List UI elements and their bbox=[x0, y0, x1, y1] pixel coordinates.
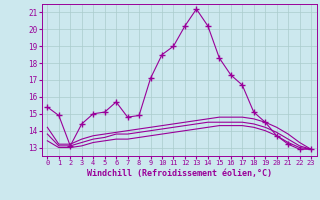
X-axis label: Windchill (Refroidissement éolien,°C): Windchill (Refroidissement éolien,°C) bbox=[87, 169, 272, 178]
